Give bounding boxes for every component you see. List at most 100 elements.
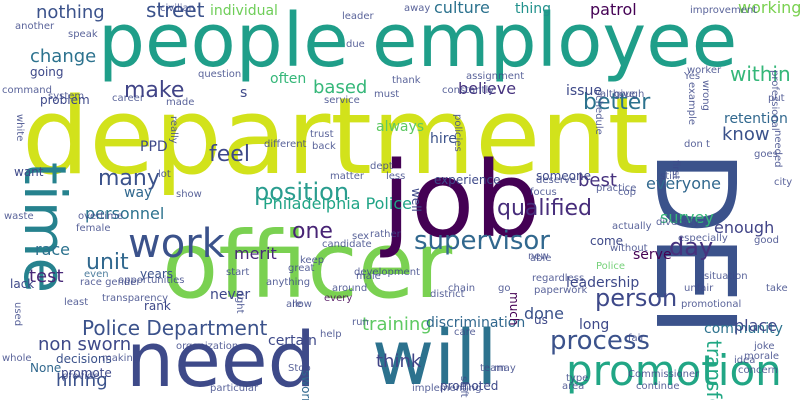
cloud-word: even — [84, 269, 109, 280]
cloud-word: although — [600, 89, 645, 100]
cloud-word: place — [734, 316, 778, 335]
cloud-word: area — [562, 381, 585, 392]
cloud-word: issue — [566, 83, 602, 99]
cloud-word: morale — [744, 351, 780, 362]
cloud-word: sex — [352, 231, 370, 242]
cloud-word: team — [480, 363, 506, 374]
cloud-word: rank — [144, 299, 171, 313]
cloud-word: much — [507, 292, 521, 326]
cloud-word: around — [332, 283, 368, 294]
cloud-word: put — [768, 93, 785, 104]
cloud-word: supervisor — [414, 226, 550, 256]
cloud-word: matter — [330, 171, 364, 182]
cloud-word: position — [254, 178, 350, 206]
cloud-word: right — [234, 290, 245, 314]
cloud-word: improvement — [690, 5, 758, 16]
cloud-word: employee — [372, 0, 738, 84]
cloud-word: promotional — [681, 299, 742, 310]
cloud-word: city — [774, 177, 793, 188]
cloud-word: change — [30, 46, 97, 67]
cloud-word: thank — [392, 75, 421, 86]
cloud-word: experience — [434, 173, 501, 187]
cloud-word: many — [98, 166, 160, 191]
cloud-word: know — [722, 124, 770, 145]
cloud-word: worker — [687, 65, 722, 76]
cloud-word: years — [140, 267, 174, 281]
cloud-word: female — [76, 223, 111, 234]
cloud-word: career — [112, 93, 144, 104]
cloud-word: race gender — [80, 277, 141, 288]
cloud-word: first — [670, 160, 681, 180]
cloud-word: everyone — [646, 174, 721, 193]
cloud-word: survey — [660, 208, 714, 227]
cloud-word: professional — [769, 70, 780, 131]
cloud-word: long — [579, 317, 610, 333]
cloud-word: non sworn — [38, 334, 132, 355]
cloud-word: always — [376, 119, 425, 135]
cloud-word: focus — [530, 187, 557, 198]
cloud-word: needed — [772, 130, 783, 168]
cloud-word: cop — [618, 187, 636, 198]
cloud-word: great — [288, 263, 315, 274]
cloud-word: without — [610, 243, 648, 254]
cloud-word: Yes — [684, 71, 701, 82]
cloud-word: less — [386, 171, 406, 182]
cloud-word: leadership — [566, 275, 640, 291]
cloud-word: Philadelphia Police — [263, 194, 412, 213]
cloud-word: overtime — [78, 211, 123, 222]
cloud-word: waste — [4, 211, 34, 222]
cloud-word: don t — [684, 139, 710, 150]
cloud-word: candidate — [322, 239, 372, 250]
cloud-word: Stop — [288, 363, 311, 374]
cloud-word: anything — [266, 277, 311, 288]
cloud-word: street — [146, 0, 205, 22]
cloud-word: patrol — [590, 0, 637, 19]
cloud-word: culture — [434, 0, 490, 17]
cloud-word: back — [312, 141, 336, 152]
cloud-word: provide — [62, 371, 100, 382]
cloud-word: work — [128, 221, 225, 267]
cloud-word: give — [614, 89, 636, 100]
cloud-word: Police Department — [82, 316, 268, 340]
cloud-word: practice — [596, 183, 637, 194]
cloud-word: able — [530, 253, 552, 264]
cloud-word: hire — [430, 131, 457, 147]
cloud-word: s — [240, 85, 248, 101]
cloud-word: job — [382, 139, 541, 261]
cloud-word: test — [29, 266, 64, 287]
cloud-word: go — [498, 283, 511, 294]
cloud-word: PPD — [140, 139, 168, 155]
cloud-word: come — [590, 234, 624, 248]
cloud-word: personnel — [85, 204, 165, 223]
cloud-word: wrong — [700, 80, 711, 111]
cloud-word: command — [2, 85, 52, 96]
cloud-word: person — [595, 284, 678, 312]
cloud-word: within — [730, 62, 791, 86]
cloud-word: best — [578, 170, 617, 191]
cloud-word: never — [210, 287, 251, 303]
cloud-word: someone — [536, 169, 591, 183]
cloud-word: concern — [738, 365, 778, 376]
cloud-word: hiring — [56, 370, 108, 391]
cloud-word: may — [494, 363, 516, 374]
cloud-word: community — [704, 321, 783, 337]
cloud-word: really — [168, 116, 179, 144]
cloud-word: made — [166, 97, 195, 108]
cloud-word: often — [270, 71, 307, 87]
cloud-word: whole — [2, 353, 32, 364]
cloud-word: re — [292, 299, 303, 310]
cloud-word: different — [264, 139, 307, 150]
cloud-word: thing — [515, 1, 552, 17]
cloud-word: every — [324, 293, 353, 304]
cloud-word: lot — [158, 169, 171, 180]
cloud-word: must — [374, 89, 400, 100]
cloud-word: away — [404, 3, 431, 14]
cloud-word: serve — [633, 247, 672, 263]
cloud-word: retention — [724, 111, 788, 127]
cloud-word: done — [524, 304, 564, 323]
cloud-word: start — [226, 267, 250, 278]
cloud-word: working — [738, 0, 800, 17]
cloud-word: will — [372, 313, 498, 400]
cloud-word: question — [198, 69, 242, 80]
